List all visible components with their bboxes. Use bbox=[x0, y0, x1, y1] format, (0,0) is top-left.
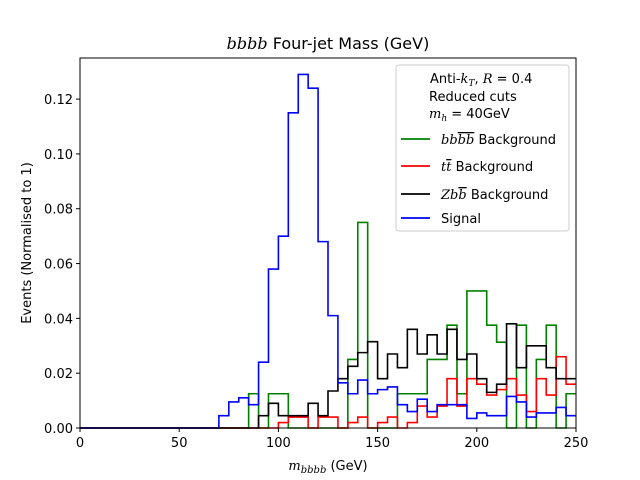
x-tick-label: 150 bbox=[365, 436, 390, 451]
y-tick-label: 0.10 bbox=[44, 148, 73, 163]
y-axis-label: Events (Normalised to 1) bbox=[20, 162, 35, 324]
y-tick-label: 0.02 bbox=[44, 367, 73, 382]
annotation-line-3: mh = 40GeV bbox=[429, 107, 510, 124]
y-tick-label: 0.04 bbox=[44, 312, 73, 327]
plot-area-frame bbox=[79, 57, 577, 429]
legend: Anti-kT, R = 0.4 Reduced cuts mh = 40GeV… bbox=[395, 64, 570, 232]
annotation-line-2: Reduced cuts bbox=[429, 90, 517, 105]
legend-label-signal: Signal bbox=[441, 212, 481, 227]
legend-label-bbbb: bbbb Background bbox=[441, 133, 556, 148]
y-tick-label: 0.08 bbox=[44, 203, 73, 218]
legend-label-zbb: Zbb Background bbox=[440, 188, 548, 203]
x-axis: 0 50 100 150 200 250 bbox=[76, 428, 589, 451]
x-tick-label: 0 bbox=[76, 436, 84, 451]
x-axis-label: mbbbb (GeV) bbox=[288, 459, 367, 476]
annotation-line-1: Anti-kT, R = 0.4 bbox=[430, 72, 532, 89]
y-axis: 0.00 0.02 0.04 0.06 0.08 0.10 0.12 bbox=[44, 93, 80, 437]
y-tick-label: 0.00 bbox=[44, 422, 73, 437]
legend-box bbox=[395, 64, 570, 232]
y-tick-label: 0.12 bbox=[44, 93, 73, 108]
x-tick-label: 250 bbox=[564, 436, 589, 451]
chart-title: bbbb Four-jet Mass (GeV) bbox=[227, 34, 430, 53]
x-tick-label: 100 bbox=[266, 436, 291, 451]
series-line-2 bbox=[80, 323, 576, 429]
legend-label-tt: tt Background bbox=[441, 160, 533, 175]
x-tick-label: 200 bbox=[464, 436, 489, 451]
x-tick-label: 50 bbox=[171, 436, 188, 451]
y-tick-label: 0.06 bbox=[44, 258, 73, 273]
